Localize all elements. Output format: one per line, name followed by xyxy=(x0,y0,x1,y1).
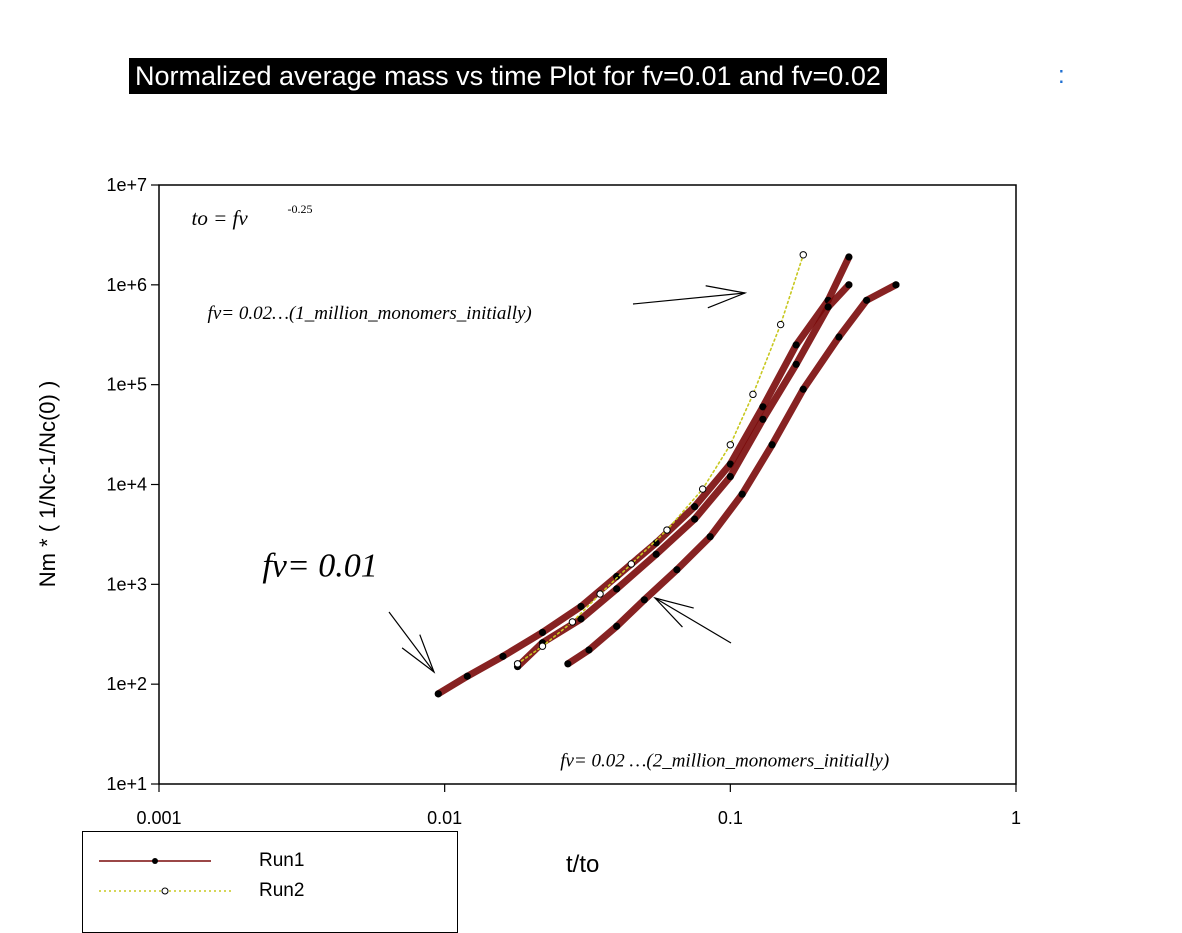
y-axis-label: Nm * ( 1/Nc-1/Nc(0) ) xyxy=(35,380,60,588)
annotation-fv-002-1m: fv= 0.02…(1_million_monomers_initially) xyxy=(208,303,532,324)
data-point xyxy=(792,360,800,368)
data-point xyxy=(577,615,585,623)
data-point xyxy=(698,485,707,493)
series-line-run1 xyxy=(564,281,900,668)
y-tick-label: 1e+2 xyxy=(106,674,147,694)
annotation-fv-002-2m: fv= 0.02 …(2_million_monomers_initially) xyxy=(560,751,889,772)
x-tick-label: 1 xyxy=(1011,808,1021,828)
data-point xyxy=(613,585,621,593)
y-tick-label: 1e+3 xyxy=(106,574,147,594)
data-point xyxy=(799,385,807,393)
data-point xyxy=(627,560,635,568)
axes: 0.001 0.01 0.1 1 1e+1 1e+2 1e+3 1e+4 1e+5 1e+6 1e+… xyxy=(106,175,1021,828)
data-point xyxy=(652,539,660,547)
data-point xyxy=(792,341,800,349)
data-point xyxy=(706,533,714,541)
y-tick-label: 1e+6 xyxy=(106,275,147,295)
data-point xyxy=(640,596,648,604)
data-point xyxy=(738,490,746,498)
arrow-to-fv001-curve xyxy=(388,611,436,674)
y-tick-label: 1e+7 xyxy=(106,175,147,195)
annotation-fv-001: fv= 0.01 xyxy=(262,547,377,584)
arrow-head xyxy=(653,596,694,628)
arrow-shaft xyxy=(654,597,732,644)
annotations: fv= 0.01 to = fv -0.25 fv= 0.02…(1_million_… xyxy=(192,202,890,771)
x-axis-label: t/to xyxy=(566,851,600,878)
data-point xyxy=(726,472,734,481)
data-point xyxy=(759,415,767,423)
legend-swatch-run2 xyxy=(99,887,231,895)
data-point xyxy=(824,303,832,311)
y-tick-label: 1e+5 xyxy=(106,375,147,395)
plot-svg: 0.001 0.01 0.1 1 1e+1 1e+2 1e+3 1e+4 1e+5 1e+6 1e+… xyxy=(106,175,1021,828)
data-point xyxy=(845,253,853,261)
data-point xyxy=(613,572,621,581)
data-point xyxy=(845,281,853,289)
y-tick-label: 1e+4 xyxy=(106,475,147,495)
annotation-to-formula: to = fv xyxy=(192,206,249,230)
data-point xyxy=(892,281,900,289)
data-point xyxy=(768,441,776,449)
data-point xyxy=(538,642,547,650)
arrow-head xyxy=(401,634,436,674)
legend-label-run1: Run1 xyxy=(259,850,305,871)
data-point xyxy=(691,515,699,523)
data-point xyxy=(463,672,471,680)
plot-frame xyxy=(158,184,1017,785)
data-point xyxy=(434,690,442,698)
data-point xyxy=(863,296,871,304)
data-point xyxy=(726,460,734,468)
legend-item-run2: Run2 xyxy=(83,878,457,904)
data-point xyxy=(691,503,699,511)
stray-mark: : xyxy=(1058,62,1065,89)
data-point xyxy=(613,622,621,630)
data-point xyxy=(513,660,522,668)
data-point xyxy=(577,602,585,611)
legend-swatch-run1 xyxy=(99,858,211,864)
data-curves xyxy=(434,251,900,698)
data-point xyxy=(499,652,507,660)
data-point xyxy=(596,590,604,598)
x-tick-label: 0.1 xyxy=(718,808,743,828)
data-point xyxy=(663,526,671,534)
data-point xyxy=(759,403,767,411)
annotation-to-exponent: -0.25 xyxy=(288,202,313,216)
legend: Run1 Run2 xyxy=(82,831,458,933)
arrow-head xyxy=(705,285,748,309)
data-point xyxy=(799,251,807,259)
data-point xyxy=(749,390,757,399)
data-point xyxy=(776,320,785,329)
arrow-to-1m-curve xyxy=(632,285,748,309)
data-point xyxy=(568,618,577,626)
chart-title: Normalized average mass vs time Plot for… xyxy=(129,58,887,94)
data-point xyxy=(652,550,660,558)
x-tick-label: 0.001 xyxy=(136,808,181,828)
arrow-shaft xyxy=(632,292,746,305)
data-point xyxy=(564,660,572,668)
legend-item-run1: Run1 xyxy=(83,848,457,874)
data-point xyxy=(726,441,735,449)
x-tick-label: 0.01 xyxy=(427,808,462,828)
data-point xyxy=(585,646,593,654)
y-tick-label: 1e+1 xyxy=(106,774,147,794)
data-point xyxy=(835,333,843,341)
legend-label-run2: Run2 xyxy=(259,880,305,901)
data-point xyxy=(538,628,547,637)
arrow-shaft xyxy=(388,611,435,673)
arrow-to-2m-curve xyxy=(653,596,732,644)
data-point xyxy=(673,566,681,574)
